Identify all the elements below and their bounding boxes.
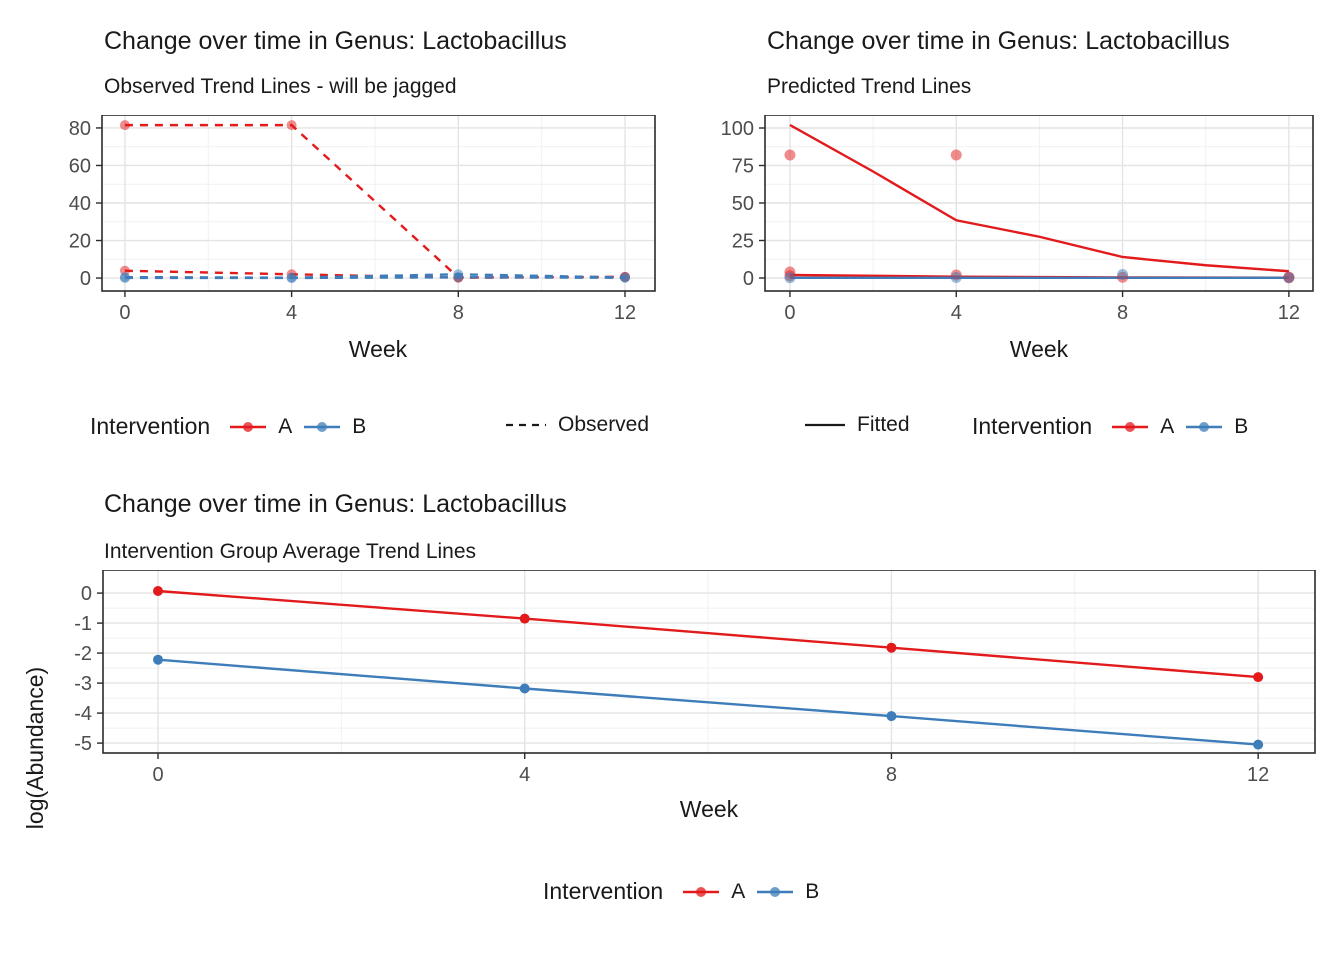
- average-plot-title: Change over time in Genus: Lactobacillus: [104, 490, 567, 518]
- legend-label-a: A: [1160, 414, 1175, 438]
- legend-label-fitted: Fitted: [857, 413, 910, 436]
- trend-line-a: [157, 589, 1259, 679]
- observed-plot-subtitle: Observed Trend Lines - will be jagged: [104, 75, 457, 98]
- average-y-axis-title: log(Abundance): [22, 666, 48, 830]
- trend-line-a: [789, 123, 1289, 273]
- y-tick-label: 100: [721, 118, 754, 140]
- x-tick-label: 8: [1117, 302, 1128, 324]
- data-point-b: [619, 272, 630, 283]
- predicted-plot-title: Change over time in Genus: Lactobacillus: [767, 27, 1230, 55]
- legend-key-observed-icon: [506, 423, 546, 427]
- panel-border: [102, 570, 1316, 754]
- y-tick-label: 20: [69, 231, 91, 253]
- data-point-b: [886, 711, 897, 722]
- predicted-plot-subtitle: Predicted Trend Lines: [767, 75, 972, 98]
- legend-key-b-icon: [1186, 421, 1223, 432]
- observed-linetype-legend: Observed: [504, 413, 649, 437]
- y-tick-label: 50: [732, 193, 754, 215]
- legend-key-b-icon: [304, 421, 341, 432]
- data-point-b: [1283, 272, 1295, 284]
- x-tick-label: 12: [614, 302, 636, 324]
- data-point-a: [950, 149, 962, 161]
- average-x-axis-title: Week: [679, 796, 739, 822]
- legend-label-a: A: [731, 879, 746, 903]
- data-point-b: [153, 654, 164, 665]
- predicted-plot-area: 0 4 8 12 100 75 50 25 0: [721, 115, 1314, 324]
- legend-label-b: B: [1234, 414, 1249, 438]
- y-tick-label: 80: [69, 118, 91, 140]
- data-point-b: [119, 272, 130, 283]
- y-tick-label: 40: [69, 193, 91, 215]
- x-tick-label: 12: [1278, 302, 1300, 324]
- data-point-a: [119, 120, 130, 131]
- y-tick-label: 60: [69, 155, 91, 177]
- y-tick-label: 0: [80, 268, 91, 290]
- y-tick-label: -2: [74, 643, 92, 665]
- x-tick-label: 8: [453, 302, 464, 324]
- y-tick-label: -5: [74, 733, 92, 755]
- x-tick-label: 4: [951, 302, 962, 324]
- data-point-a: [153, 586, 164, 596]
- data-point-a: [286, 120, 297, 131]
- data-point-a: [1253, 672, 1264, 683]
- legend-label-observed: Observed: [558, 413, 650, 436]
- data-point-a: [784, 149, 796, 161]
- y-tick-label: -1: [74, 613, 92, 635]
- average-plot-subtitle: Intervention Group Average Trend Lines: [104, 540, 477, 563]
- legend-title: Intervention: [972, 413, 1093, 439]
- y-tick-label: 0: [743, 268, 754, 290]
- y-tick-label: 0: [81, 583, 92, 605]
- y-tick-label: 75: [732, 156, 754, 178]
- observed-plot-title: Change over time in Genus: Lactobacillus: [104, 27, 567, 55]
- predicted-linetype-legend: Fitted: [803, 413, 910, 437]
- data-point-b: [519, 683, 530, 694]
- x-tick-label: 0: [784, 302, 795, 324]
- data-point-a: [519, 613, 530, 624]
- x-tick-label: 4: [519, 764, 530, 786]
- average-plot-area: 0 4 8 12 0 -1 -2 -3 -4 -5: [74, 570, 1316, 786]
- legend-key-fitted-icon: [805, 423, 845, 427]
- y-tick-label: -4: [74, 703, 92, 725]
- legend-key-b-icon: [757, 886, 794, 897]
- panel-background: [103, 570, 1315, 753]
- x-tick-label: 0: [152, 764, 163, 786]
- observed-x-axis-title: Week: [348, 336, 408, 362]
- legend-label-b: B: [805, 879, 820, 903]
- data-point-b: [453, 272, 464, 283]
- x-tick-label: 4: [286, 302, 297, 324]
- observed-plot-area: 0 4 8 12 80 60 40 20 0: [69, 115, 656, 324]
- x-tick-label: 12: [1247, 764, 1269, 786]
- trend-line-b: [157, 658, 1259, 746]
- legend-label-a: A: [278, 414, 293, 438]
- data-point-b: [1253, 739, 1264, 750]
- y-tick-label: -3: [74, 673, 92, 695]
- predicted-x-axis-title: Week: [1009, 336, 1069, 362]
- legend-label-b: B: [352, 414, 367, 438]
- observed-intervention-legend: Intervention A B: [90, 413, 366, 440]
- legend-key-a-icon: [1112, 421, 1149, 432]
- data-point-b: [286, 272, 297, 283]
- data-point-b: [784, 272, 796, 284]
- legend-title: Intervention: [90, 413, 211, 439]
- x-tick-label: 0: [119, 302, 130, 324]
- data-point-a: [886, 642, 897, 653]
- average-intervention-legend: Intervention A B: [543, 878, 819, 905]
- data-point-b: [1117, 269, 1129, 281]
- data-point-b: [950, 272, 962, 284]
- y-tick-label: 25: [732, 230, 754, 252]
- legend-title: Intervention: [543, 878, 664, 904]
- legend-key-a-icon: [683, 886, 720, 897]
- legend-key-a-icon: [230, 421, 267, 432]
- predicted-intervention-legend: Intervention A B: [972, 413, 1248, 440]
- x-tick-label: 8: [886, 764, 897, 786]
